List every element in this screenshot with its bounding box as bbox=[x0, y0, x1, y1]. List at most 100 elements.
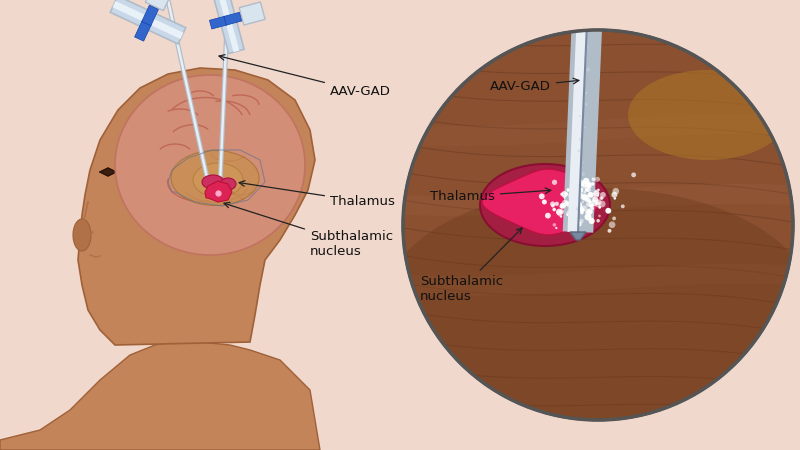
Circle shape bbox=[578, 184, 580, 187]
Polygon shape bbox=[78, 68, 315, 345]
Circle shape bbox=[613, 188, 619, 194]
Circle shape bbox=[578, 149, 580, 152]
Circle shape bbox=[606, 208, 611, 214]
Ellipse shape bbox=[628, 70, 788, 160]
Circle shape bbox=[578, 188, 583, 193]
Circle shape bbox=[565, 201, 567, 204]
Circle shape bbox=[579, 138, 582, 140]
Circle shape bbox=[601, 197, 603, 199]
Polygon shape bbox=[239, 2, 265, 25]
Circle shape bbox=[581, 219, 584, 222]
Circle shape bbox=[554, 202, 559, 206]
Polygon shape bbox=[134, 21, 151, 41]
Circle shape bbox=[578, 194, 583, 198]
Circle shape bbox=[560, 193, 563, 196]
Ellipse shape bbox=[220, 178, 236, 190]
Circle shape bbox=[621, 204, 625, 208]
Text: AAV-GAD: AAV-GAD bbox=[219, 55, 391, 98]
Polygon shape bbox=[142, 5, 158, 26]
Circle shape bbox=[589, 218, 594, 224]
Circle shape bbox=[586, 181, 591, 187]
Circle shape bbox=[553, 223, 556, 227]
Polygon shape bbox=[210, 16, 227, 29]
Circle shape bbox=[565, 192, 568, 196]
Circle shape bbox=[586, 195, 589, 198]
Circle shape bbox=[586, 208, 593, 215]
Circle shape bbox=[598, 215, 601, 217]
Circle shape bbox=[584, 56, 587, 60]
Circle shape bbox=[582, 184, 586, 189]
Circle shape bbox=[597, 194, 599, 197]
Circle shape bbox=[582, 207, 584, 210]
Circle shape bbox=[600, 192, 606, 198]
Circle shape bbox=[586, 92, 587, 94]
Circle shape bbox=[570, 215, 575, 220]
Circle shape bbox=[586, 188, 591, 192]
Circle shape bbox=[587, 192, 594, 198]
Ellipse shape bbox=[171, 150, 259, 206]
Polygon shape bbox=[115, 75, 305, 255]
Circle shape bbox=[590, 207, 592, 209]
Circle shape bbox=[582, 162, 584, 163]
Polygon shape bbox=[570, 232, 586, 240]
Circle shape bbox=[587, 198, 591, 202]
Circle shape bbox=[569, 194, 574, 198]
Circle shape bbox=[571, 216, 574, 219]
Polygon shape bbox=[393, 114, 800, 146]
Polygon shape bbox=[212, 0, 244, 54]
Ellipse shape bbox=[383, 188, 800, 422]
Circle shape bbox=[556, 209, 562, 215]
Circle shape bbox=[575, 200, 578, 203]
Circle shape bbox=[592, 196, 598, 202]
Circle shape bbox=[579, 208, 582, 212]
Circle shape bbox=[576, 205, 583, 211]
Polygon shape bbox=[110, 0, 186, 44]
Circle shape bbox=[545, 213, 550, 219]
Circle shape bbox=[578, 180, 583, 184]
Circle shape bbox=[566, 188, 570, 192]
Circle shape bbox=[575, 199, 580, 203]
Circle shape bbox=[578, 202, 582, 207]
Circle shape bbox=[595, 199, 602, 206]
Circle shape bbox=[590, 193, 594, 197]
Ellipse shape bbox=[480, 164, 610, 246]
Circle shape bbox=[584, 22, 587, 25]
Circle shape bbox=[553, 208, 556, 211]
Circle shape bbox=[587, 0, 590, 2]
Circle shape bbox=[561, 203, 563, 206]
Polygon shape bbox=[113, 1, 183, 39]
Circle shape bbox=[591, 182, 594, 186]
Circle shape bbox=[572, 207, 576, 212]
Circle shape bbox=[585, 197, 590, 202]
Circle shape bbox=[577, 196, 579, 198]
Polygon shape bbox=[205, 181, 232, 202]
Circle shape bbox=[586, 209, 592, 216]
Circle shape bbox=[585, 188, 589, 192]
Circle shape bbox=[586, 45, 588, 48]
Circle shape bbox=[594, 190, 599, 197]
Circle shape bbox=[596, 219, 600, 222]
Circle shape bbox=[542, 199, 547, 204]
Circle shape bbox=[589, 203, 593, 207]
Circle shape bbox=[599, 201, 606, 207]
Polygon shape bbox=[393, 184, 800, 216]
Circle shape bbox=[588, 182, 591, 186]
Circle shape bbox=[551, 204, 554, 207]
Circle shape bbox=[590, 204, 594, 207]
Ellipse shape bbox=[73, 219, 91, 251]
Circle shape bbox=[555, 227, 558, 229]
Circle shape bbox=[576, 175, 579, 178]
Ellipse shape bbox=[202, 175, 224, 189]
Ellipse shape bbox=[193, 163, 243, 197]
Circle shape bbox=[560, 202, 566, 209]
Polygon shape bbox=[0, 340, 320, 450]
Circle shape bbox=[598, 206, 601, 209]
Polygon shape bbox=[393, 264, 800, 296]
Circle shape bbox=[587, 10, 590, 13]
Circle shape bbox=[566, 201, 570, 206]
Circle shape bbox=[560, 215, 562, 218]
Circle shape bbox=[582, 194, 588, 201]
Circle shape bbox=[585, 213, 591, 220]
Circle shape bbox=[631, 172, 636, 177]
Circle shape bbox=[563, 197, 566, 199]
